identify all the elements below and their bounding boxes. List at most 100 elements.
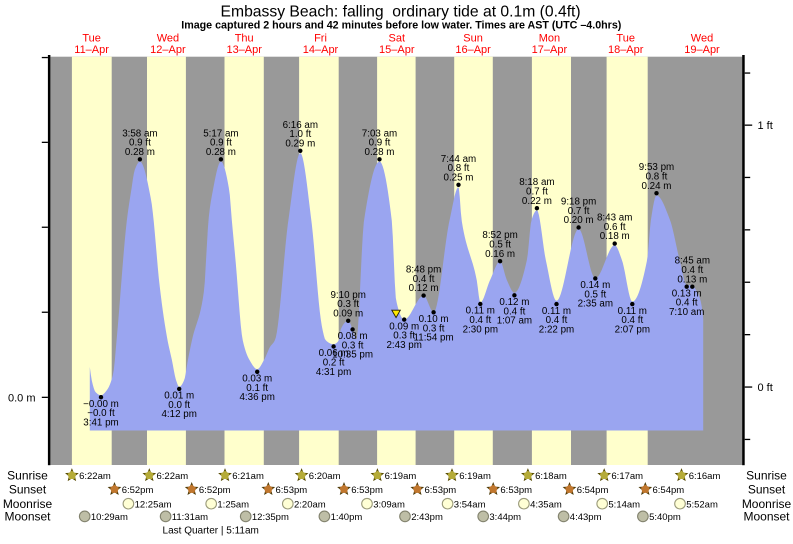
svg-text:0.7 ft: 0.7 ft xyxy=(526,187,548,198)
svg-text:11:54 pm: 11:54 pm xyxy=(414,333,454,344)
svg-text:Moonset: Moonset xyxy=(743,510,790,524)
svg-text:8:43 am: 8:43 am xyxy=(597,213,632,224)
svg-text:0.18 m: 0.18 m xyxy=(600,231,630,242)
svg-text:0.12 m: 0.12 m xyxy=(499,297,529,308)
svg-text:0.10 m: 0.10 m xyxy=(419,314,449,325)
svg-text:3:54am: 3:54am xyxy=(454,499,486,510)
svg-text:10:29am: 10:29am xyxy=(91,512,128,523)
svg-text:−0.00 m: −0.00 m xyxy=(83,399,119,410)
svg-text:6:53pm: 6:53pm xyxy=(425,485,457,496)
svg-text:6:52pm: 6:52pm xyxy=(122,485,154,496)
svg-text:6:19am: 6:19am xyxy=(385,471,417,482)
svg-text:Wed: Wed xyxy=(691,33,713,45)
svg-text:0.0 ft: 0.0 ft xyxy=(168,400,190,411)
svg-text:4:12 pm: 4:12 pm xyxy=(161,409,196,420)
svg-text:6:18am: 6:18am xyxy=(535,471,567,482)
svg-text:Sunrise: Sunrise xyxy=(7,469,48,483)
svg-text:0.13 m: 0.13 m xyxy=(677,274,707,285)
svg-text:0.7 ft: 0.7 ft xyxy=(568,206,590,217)
svg-text:6:16am: 6:16am xyxy=(689,471,721,482)
svg-text:0.14 m: 0.14 m xyxy=(580,280,610,291)
svg-text:2:20am: 2:20am xyxy=(294,499,326,510)
svg-text:0.01 m: 0.01 m xyxy=(164,391,194,402)
svg-text:0.4 ft: 0.4 ft xyxy=(504,306,526,317)
svg-text:8:18 am: 8:18 am xyxy=(519,177,554,188)
svg-text:0.3 ft: 0.3 ft xyxy=(393,331,415,342)
svg-text:0.9 ft: 0.9 ft xyxy=(129,138,151,149)
svg-text:1.0 ft: 1.0 ft xyxy=(289,129,311,140)
svg-text:12:35pm: 12:35pm xyxy=(252,512,289,523)
svg-text:0.9 ft: 0.9 ft xyxy=(369,138,391,149)
svg-text:6:20am: 6:20am xyxy=(309,471,341,482)
svg-text:0.3 ft: 0.3 ft xyxy=(342,340,364,351)
svg-text:11–Apr: 11–Apr xyxy=(74,44,109,56)
svg-text:1:40pm: 1:40pm xyxy=(331,512,363,523)
svg-text:2:07 pm: 2:07 pm xyxy=(615,324,650,335)
svg-text:8:48 pm: 8:48 pm xyxy=(406,265,441,276)
svg-text:1:25am: 1:25am xyxy=(217,499,249,510)
svg-text:0.09 m: 0.09 m xyxy=(333,308,363,319)
svg-text:0.0 m: 0.0 m xyxy=(8,393,36,405)
svg-text:0 ft: 0 ft xyxy=(758,382,773,394)
svg-text:8:45 am: 8:45 am xyxy=(675,256,710,267)
svg-text:0.4 ft: 0.4 ft xyxy=(681,265,703,276)
svg-text:Moonrise: Moonrise xyxy=(3,497,53,511)
svg-text:Tue: Tue xyxy=(82,33,101,45)
svg-text:15–Apr: 15–Apr xyxy=(379,44,415,56)
svg-text:0.2 ft: 0.2 ft xyxy=(323,358,345,369)
svg-text:0.13 m: 0.13 m xyxy=(672,288,702,299)
svg-text:0.6 ft: 0.6 ft xyxy=(604,222,626,233)
svg-text:9:53 pm: 9:53 pm xyxy=(639,162,674,173)
svg-text:3:41 pm: 3:41 pm xyxy=(83,418,118,429)
svg-text:2:43pm: 2:43pm xyxy=(411,512,443,523)
svg-text:18–Apr: 18–Apr xyxy=(608,44,644,56)
svg-text:5:17 am: 5:17 am xyxy=(203,128,238,139)
svg-text:6:53pm: 6:53pm xyxy=(500,485,532,496)
svg-text:2:30 pm: 2:30 pm xyxy=(463,324,498,335)
svg-text:0.22 m: 0.22 m xyxy=(522,196,552,207)
svg-text:12–Apr: 12–Apr xyxy=(150,44,186,56)
svg-text:Wed: Wed xyxy=(157,33,179,45)
svg-text:14–Apr: 14–Apr xyxy=(303,44,339,56)
svg-text:6:54pm: 6:54pm xyxy=(653,485,685,496)
svg-text:10:35 pm: 10:35 pm xyxy=(332,350,373,361)
svg-text:0.8 ft: 0.8 ft xyxy=(448,163,470,174)
svg-text:7:03 am: 7:03 am xyxy=(362,128,397,139)
svg-text:0.28 m: 0.28 m xyxy=(125,147,155,158)
svg-text:Moonrise: Moonrise xyxy=(742,497,792,511)
svg-text:0.20 m: 0.20 m xyxy=(564,215,594,226)
svg-text:0.11 m: 0.11 m xyxy=(466,306,495,317)
svg-text:2:43 pm: 2:43 pm xyxy=(386,340,421,351)
svg-text:2:35 am: 2:35 am xyxy=(578,299,613,310)
svg-text:0.24 m: 0.24 m xyxy=(642,181,672,192)
svg-text:0.3 ft: 0.3 ft xyxy=(337,299,359,310)
svg-text:9:10 pm: 9:10 pm xyxy=(330,290,365,301)
svg-text:6:54pm: 6:54pm xyxy=(577,485,609,496)
svg-text:Sunrise: Sunrise xyxy=(746,469,787,483)
svg-text:13–Apr: 13–Apr xyxy=(226,44,262,56)
svg-text:Sunset: Sunset xyxy=(748,482,786,496)
svg-text:Moonset: Moonset xyxy=(4,510,51,524)
svg-text:6:21am: 6:21am xyxy=(232,471,264,482)
svg-text:4:43pm: 4:43pm xyxy=(570,512,602,523)
svg-text:4:36 pm: 4:36 pm xyxy=(239,392,274,403)
svg-text:5:52am: 5:52am xyxy=(686,499,718,510)
svg-text:0.11 m: 0.11 m xyxy=(542,306,571,317)
svg-text:0.11 m: 0.11 m xyxy=(618,306,647,317)
svg-text:1:07 am: 1:07 am xyxy=(497,316,532,327)
svg-text:0.08 m: 0.08 m xyxy=(338,331,368,342)
svg-text:1 ft: 1 ft xyxy=(758,120,773,132)
svg-text:Mon: Mon xyxy=(539,33,560,45)
svg-text:0.12 m: 0.12 m xyxy=(409,283,439,294)
svg-text:6:22am: 6:22am xyxy=(79,471,111,482)
svg-text:Sat: Sat xyxy=(389,33,406,45)
svg-text:0.1 ft: 0.1 ft xyxy=(246,383,268,394)
svg-text:17–Apr: 17–Apr xyxy=(532,44,568,56)
svg-text:0.5 ft: 0.5 ft xyxy=(584,289,606,300)
svg-text:16–Apr: 16–Apr xyxy=(455,44,491,56)
svg-text:0.06 m: 0.06 m xyxy=(319,348,349,359)
svg-text:11:31am: 11:31am xyxy=(172,512,208,523)
svg-text:2:22 pm: 2:22 pm xyxy=(539,324,574,335)
svg-text:Sunset: Sunset xyxy=(9,482,47,496)
svg-text:0.4 ft: 0.4 ft xyxy=(546,315,568,326)
